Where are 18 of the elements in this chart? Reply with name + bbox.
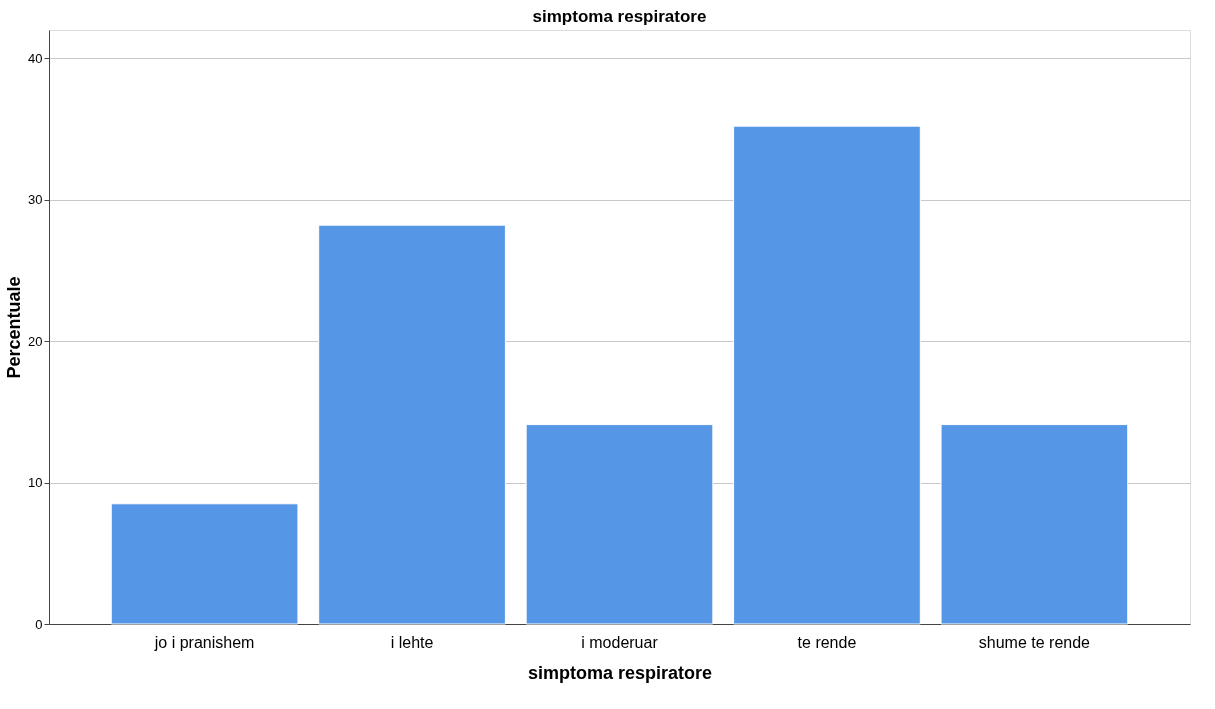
y-axis-title: Percentuale: [4, 276, 25, 379]
y-tick-label: 30: [28, 192, 43, 208]
x-tick-label: te rende: [797, 633, 857, 651]
x-tick-label: i moderuar: [581, 633, 659, 651]
x-tick-label: jo i pranishem: [153, 633, 255, 651]
x-axis-title: simptoma respiratore: [527, 662, 713, 683]
y-tick-label: 10: [28, 475, 43, 491]
chart-title: simptoma respiratore: [532, 7, 707, 26]
x-tick-label: i lehte: [390, 633, 434, 651]
x-tick-label: shume te rende: [978, 633, 1091, 651]
bar: [110, 503, 299, 625]
bar: [318, 224, 506, 625]
bar: [940, 424, 1129, 625]
y-tick-label: 40: [28, 50, 43, 66]
bar: [525, 424, 714, 625]
bar: [733, 125, 921, 625]
y-tick-label: 20: [28, 333, 43, 349]
y-tick-label: 0: [35, 616, 43, 632]
